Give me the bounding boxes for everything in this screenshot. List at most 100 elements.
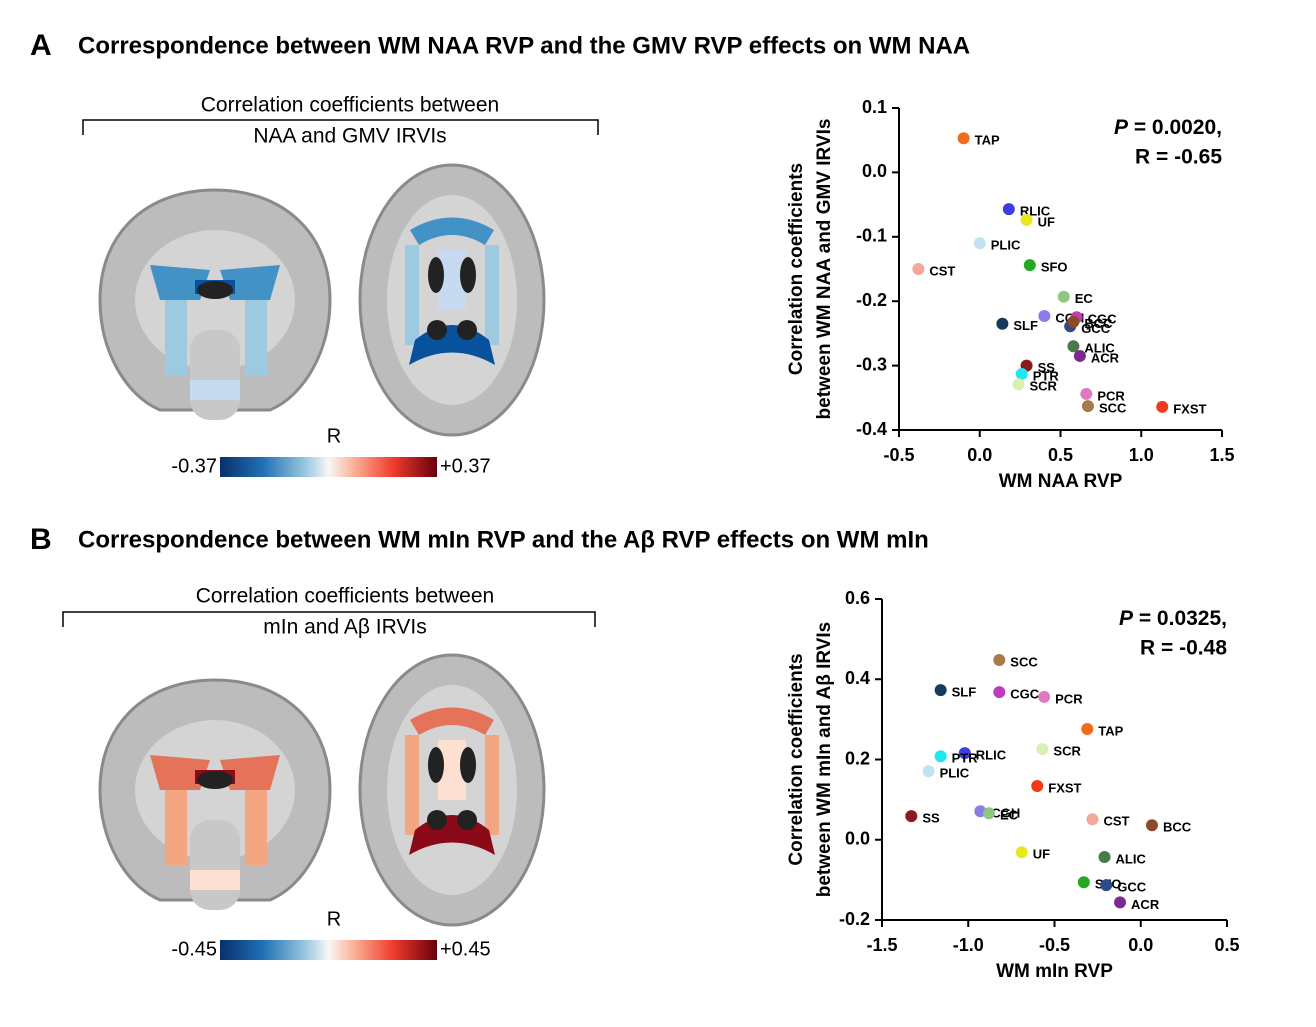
point-label: RLIC	[976, 748, 1007, 763]
coronal-stem	[190, 820, 240, 910]
point-label: FXST	[1173, 401, 1206, 416]
point	[912, 263, 925, 275]
stats-p: P = 0.0325,	[1119, 607, 1227, 630]
point-label: CGC	[1088, 312, 1118, 327]
axial-tract	[410, 217, 494, 245]
point-label: CGC	[1010, 687, 1040, 702]
p-value: = 0.0325,	[1133, 607, 1227, 630]
stats-r: R = -0.65	[1135, 146, 1222, 169]
point-label: GCC	[1081, 321, 1111, 336]
brain-caption: NAA and GMV IRVIs	[253, 125, 446, 148]
caption-bracket	[62, 611, 596, 627]
p-value: = 0.0020,	[1128, 116, 1222, 139]
brain-caption: Correlation coefficients between	[201, 94, 499, 117]
point-label: CST	[929, 263, 955, 278]
point-label: EC	[1000, 808, 1019, 823]
x-tick-label: -0.5	[1039, 935, 1070, 955]
coronal-tract	[165, 300, 187, 375]
point	[1012, 378, 1025, 391]
point-label: ACR	[1091, 350, 1120, 365]
point-label: BCC	[1163, 820, 1192, 835]
point	[996, 317, 1009, 330]
point-label: PLIC	[940, 766, 970, 781]
point-label: PLIC	[991, 238, 1021, 253]
point-label: PTR	[952, 751, 979, 766]
x-tick-label: 0.5	[1214, 935, 1239, 955]
axial-ventricle	[457, 320, 477, 340]
colorbar-title: R	[327, 425, 341, 447]
point-label: SCR	[1030, 379, 1058, 394]
axial-ventricle	[428, 747, 444, 783]
point	[1038, 310, 1051, 323]
coronal-tract	[165, 790, 187, 865]
brain-caption: Correlation coefficients between	[196, 585, 494, 608]
p-symbol: P	[1119, 607, 1134, 630]
panel-letter: A	[30, 29, 52, 62]
p-symbol: P	[1114, 116, 1129, 139]
stats-r: R = -0.48	[1140, 637, 1227, 660]
panel-letter: B	[30, 523, 52, 556]
point	[1114, 896, 1127, 909]
y-tick-label: 0.0	[845, 829, 870, 849]
point-label: CGH	[991, 806, 1020, 821]
point-label: GCC	[1117, 880, 1147, 895]
brain-caption: mIn and Aβ IRVIs	[263, 616, 426, 639]
point-label: ACR	[1131, 897, 1160, 912]
y-tick-label: 0.0	[862, 161, 887, 181]
y-tick-label: 0.4	[845, 668, 870, 688]
point-label: PTR	[1033, 368, 1060, 383]
colorbar-title: R	[327, 908, 341, 930]
point-label: TAP	[1098, 723, 1123, 738]
axial-ventricle	[460, 747, 476, 783]
point	[973, 237, 986, 250]
point-label: UF	[1033, 847, 1050, 862]
point-label: SCC	[1010, 654, 1038, 669]
point-label: SLF	[952, 685, 977, 700]
axial-ventricle	[460, 257, 476, 293]
caption-bracket	[82, 119, 599, 135]
point	[1077, 876, 1090, 889]
y-axis-label: Correlation coefficients	[786, 163, 807, 375]
y-tick-label: -0.3	[856, 354, 887, 374]
point	[934, 750, 947, 763]
point	[1080, 387, 1093, 400]
point	[1020, 214, 1033, 227]
point	[993, 686, 1006, 699]
coronal-tract	[190, 870, 240, 890]
coronal-stem	[190, 330, 240, 420]
point	[1002, 203, 1015, 216]
y-tick-label: -0.1	[856, 226, 887, 246]
point	[1036, 743, 1049, 756]
point	[1057, 290, 1070, 303]
panel-title: Correspondence between WM NAA RVP and th…	[78, 32, 970, 59]
point-label: FXST	[1048, 780, 1081, 795]
coronal-tract	[245, 790, 267, 865]
point	[1086, 813, 1099, 826]
point	[993, 653, 1006, 666]
point-label: CST	[1103, 814, 1129, 829]
point	[1156, 400, 1169, 413]
colorbar	[220, 457, 437, 477]
axial-tract	[485, 245, 499, 345]
point	[934, 684, 947, 697]
coronal-tract	[190, 380, 240, 400]
y-tick-label: 0.6	[845, 588, 870, 608]
x-tick-label: 0.0	[967, 445, 992, 465]
point	[1015, 367, 1028, 380]
point-label: PCR	[1097, 388, 1125, 403]
point	[1067, 315, 1080, 328]
axial-tract	[410, 707, 494, 735]
colorbar-max: +0.37	[440, 455, 491, 477]
point	[958, 747, 971, 760]
axial-tract	[405, 245, 419, 345]
coronal-ventricle	[197, 281, 233, 299]
x-tick-label: 1.5	[1209, 445, 1234, 465]
panel-title: Correspondence between WM mIn RVP and th…	[78, 526, 929, 553]
point-label: BCC	[1084, 316, 1113, 331]
axial-tract	[405, 735, 419, 835]
point-label: UF	[1038, 214, 1055, 229]
x-axis-label: WM NAA RVP	[999, 471, 1123, 492]
axial-tract	[485, 735, 499, 835]
x-tick-label: 0.5	[1048, 445, 1073, 465]
point-label: SLF	[1013, 318, 1038, 333]
